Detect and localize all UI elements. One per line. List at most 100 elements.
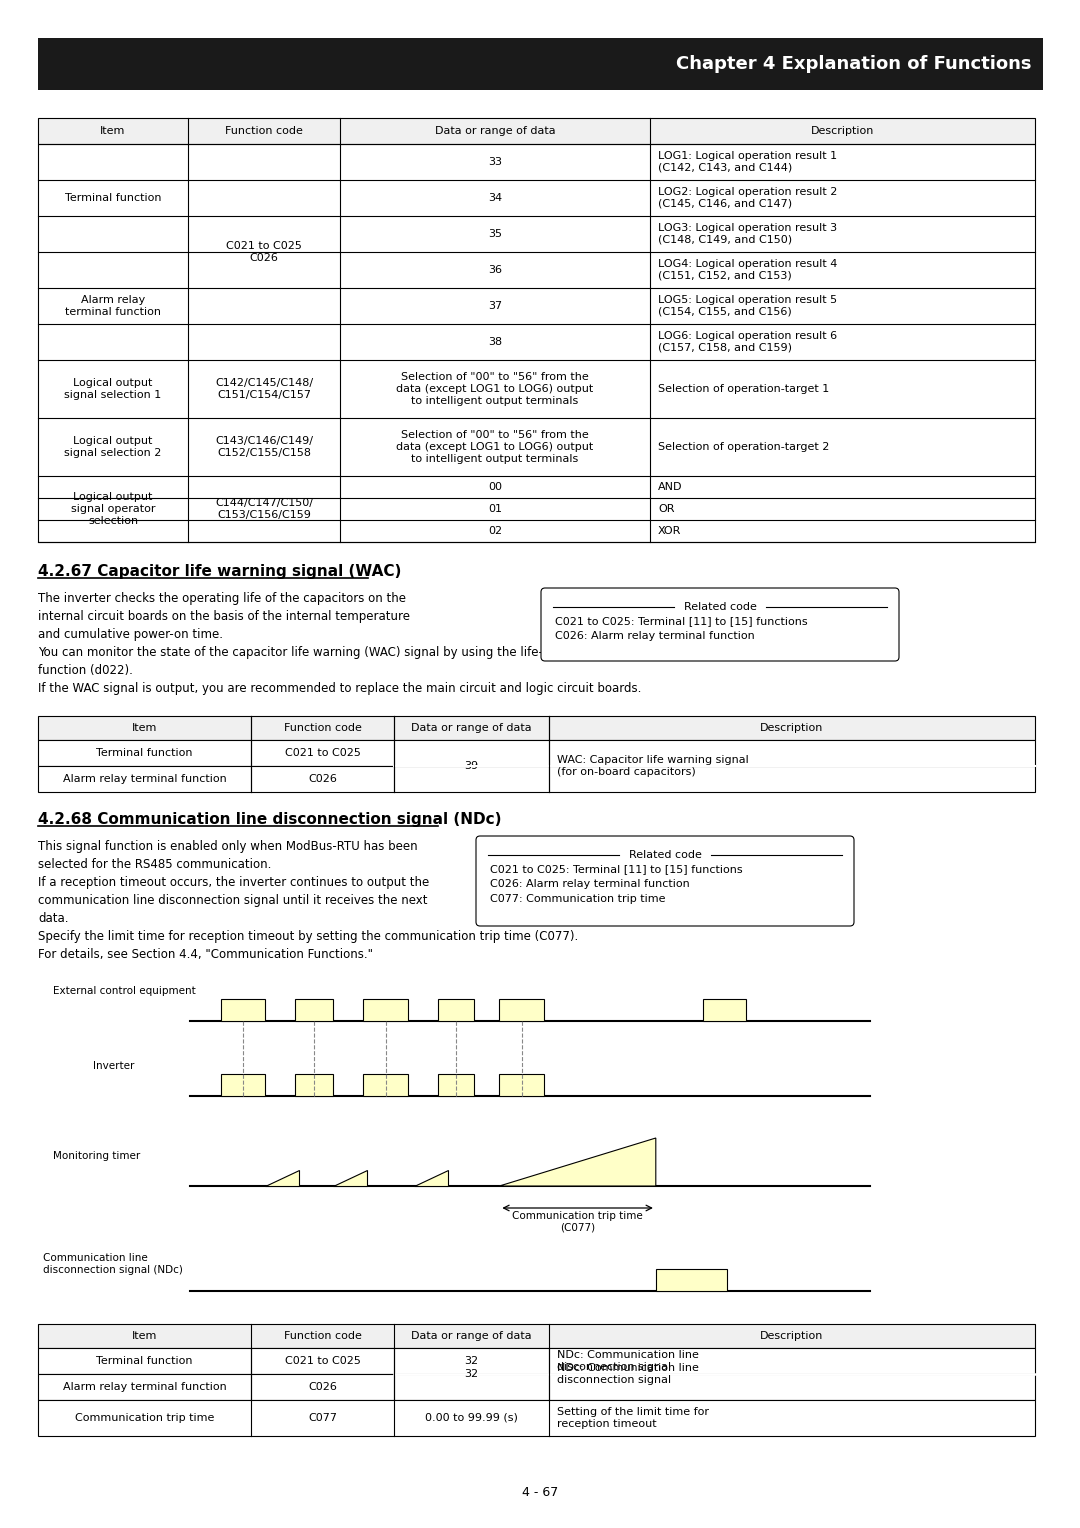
Bar xyxy=(38,717,1035,740)
Text: Selection of operation-target 1: Selection of operation-target 1 xyxy=(658,384,829,394)
Bar xyxy=(38,1400,1035,1436)
Text: selected for the RS485 communication.: selected for the RS485 communication. xyxy=(38,859,271,871)
Text: Selection of operation-target 2: Selection of operation-target 2 xyxy=(658,442,829,452)
Text: WAC: Capacitor life warning signal
(for on-board capacitors): WAC: Capacitor life warning signal (for … xyxy=(557,755,748,776)
Text: LOG1: Logical operation result 1
(C142, C143, and C144): LOG1: Logical operation result 1 (C142, … xyxy=(658,151,837,173)
Text: 01: 01 xyxy=(488,504,502,513)
Text: Terminal function: Terminal function xyxy=(96,1355,192,1366)
Bar xyxy=(38,1374,1035,1400)
Text: Selection of "00" to "56" from the
data (except LOG1 to LOG6) output
to intellig: Selection of "00" to "56" from the data … xyxy=(396,431,594,463)
Text: C026: Alarm relay terminal function: C026: Alarm relay terminal function xyxy=(555,631,755,642)
Text: Item: Item xyxy=(132,1331,158,1342)
Text: C077: Communication trip time: C077: Communication trip time xyxy=(490,894,665,905)
Text: Specify the limit time for reception timeout by setting the communication trip t: Specify the limit time for reception tim… xyxy=(38,931,578,943)
Text: Setting of the limit time for
reception timeout: Setting of the limit time for reception … xyxy=(557,1407,708,1429)
Text: C026: C026 xyxy=(308,1381,337,1392)
Text: NDc: Communication line
disconnection signal: NDc: Communication line disconnection si… xyxy=(557,1363,699,1384)
Text: Description: Description xyxy=(760,1331,824,1342)
Text: The inverter checks the operating life of the capacitors on the: The inverter checks the operating life o… xyxy=(38,591,406,605)
Bar xyxy=(220,999,265,1021)
Text: Item: Item xyxy=(132,723,158,733)
Text: LOG5: Logical operation result 5
(C154, C155, and C156): LOG5: Logical operation result 5 (C154, … xyxy=(658,295,837,316)
Text: LOG3: Logical operation result 3
(C148, C149, and C150): LOG3: Logical operation result 3 (C148, … xyxy=(658,223,837,244)
Text: C021 to C025: Terminal [11] to [15] functions: C021 to C025: Terminal [11] to [15] func… xyxy=(555,616,808,626)
Text: Communication trip time: Communication trip time xyxy=(75,1413,214,1423)
Text: Communication line
disconnection signal (NDc): Communication line disconnection signal … xyxy=(43,1253,183,1274)
Text: Selection of "00" to "56" from the
data (except LOG1 to LOG6) output
to intellig: Selection of "00" to "56" from the data … xyxy=(396,373,594,405)
Text: 33: 33 xyxy=(488,157,502,167)
Text: You can monitor the state of the capacitor life warning (WAC) signal by using th: You can monitor the state of the capacit… xyxy=(38,646,646,659)
Text: Alarm relay terminal function: Alarm relay terminal function xyxy=(63,1381,227,1392)
Text: 02: 02 xyxy=(488,526,502,536)
Text: 00: 00 xyxy=(488,481,502,492)
Bar xyxy=(38,1348,1035,1374)
Text: If the WAC signal is output, you are recommended to replace the main circuit and: If the WAC signal is output, you are rec… xyxy=(38,681,642,695)
Bar xyxy=(703,999,745,1021)
Text: C026: Alarm relay terminal function: C026: Alarm relay terminal function xyxy=(490,879,690,889)
Text: C021 to C025: Terminal [11] to [15] functions: C021 to C025: Terminal [11] to [15] func… xyxy=(490,863,743,874)
Text: LOG4: Logical operation result 4
(C151, C152, and C153): LOG4: Logical operation result 4 (C151, … xyxy=(658,260,837,281)
Bar xyxy=(38,144,1035,542)
Polygon shape xyxy=(333,1170,367,1186)
Text: 4 - 67: 4 - 67 xyxy=(522,1487,558,1499)
Polygon shape xyxy=(265,1170,299,1186)
Bar xyxy=(363,1074,407,1096)
Text: Function code: Function code xyxy=(284,723,362,733)
Text: 4.2.68 Communication line disconnection signal (NDc): 4.2.68 Communication line disconnection … xyxy=(38,811,501,827)
Bar xyxy=(499,999,543,1021)
Text: 34: 34 xyxy=(488,193,502,203)
Text: Terminal function: Terminal function xyxy=(96,749,192,758)
Text: function (d022).: function (d022). xyxy=(38,665,133,677)
Text: 32: 32 xyxy=(464,1369,478,1378)
Text: Description: Description xyxy=(811,125,874,136)
Bar xyxy=(499,1074,543,1096)
Text: Data or range of data: Data or range of data xyxy=(411,1331,531,1342)
Text: communication line disconnection signal until it receives the next: communication line disconnection signal … xyxy=(38,894,428,908)
Text: LOG2: Logical operation result 2
(C145, C146, and C147): LOG2: Logical operation result 2 (C145, … xyxy=(658,188,837,209)
Bar xyxy=(438,1074,473,1096)
Text: Function code: Function code xyxy=(284,1331,362,1342)
Text: internal circuit boards on the basis of the internal temperature: internal circuit boards on the basis of … xyxy=(38,610,410,623)
Text: and cumulative power-on time.: and cumulative power-on time. xyxy=(38,628,222,642)
Text: XOR: XOR xyxy=(658,526,681,536)
Text: C144/C147/C150/
C153/C156/C159: C144/C147/C150/ C153/C156/C159 xyxy=(215,498,313,520)
Text: Terminal function: Terminal function xyxy=(65,193,161,203)
Text: Alarm relay
terminal function: Alarm relay terminal function xyxy=(65,295,161,316)
Text: C143/C146/C149/
C152/C155/C158: C143/C146/C149/ C152/C155/C158 xyxy=(215,435,313,458)
Bar xyxy=(38,740,1035,766)
Text: Monitoring timer: Monitoring timer xyxy=(53,1151,140,1161)
Text: C077: C077 xyxy=(308,1413,337,1423)
Bar xyxy=(438,999,473,1021)
Text: This signal function is enabled only when ModBus-RTU has been: This signal function is enabled only whe… xyxy=(38,840,418,853)
Text: Related code: Related code xyxy=(684,602,756,613)
Text: Chapter 4 Explanation of Functions: Chapter 4 Explanation of Functions xyxy=(675,55,1031,73)
Text: C026: C026 xyxy=(308,775,337,784)
Bar xyxy=(38,38,1043,90)
Text: AND: AND xyxy=(658,481,683,492)
Text: 32: 32 xyxy=(464,1355,478,1366)
Text: C021 to C025: C021 to C025 xyxy=(284,1355,361,1366)
Text: 39: 39 xyxy=(464,761,478,772)
Text: 4.2.67 Capacitor life warning signal (WAC): 4.2.67 Capacitor life warning signal (WA… xyxy=(38,564,402,579)
Bar xyxy=(38,766,1035,792)
Text: C021 to C025
C026: C021 to C025 C026 xyxy=(226,241,302,263)
Text: Related code: Related code xyxy=(629,850,701,860)
Polygon shape xyxy=(415,1170,448,1186)
Text: Data or range of data: Data or range of data xyxy=(434,125,555,136)
Text: 38: 38 xyxy=(488,338,502,347)
Bar xyxy=(38,118,1035,144)
Text: Communication trip time
(C077): Communication trip time (C077) xyxy=(512,1212,643,1233)
Text: For details, see Section 4.4, "Communication Functions.": For details, see Section 4.4, "Communica… xyxy=(38,947,373,961)
Bar xyxy=(296,999,333,1021)
Text: LOG6: Logical operation result 6
(C157, C158, and C159): LOG6: Logical operation result 6 (C157, … xyxy=(658,332,837,353)
FancyBboxPatch shape xyxy=(476,836,854,926)
Text: External control equipment: External control equipment xyxy=(53,986,195,996)
Text: If a reception timeout occurs, the inverter continues to output the: If a reception timeout occurs, the inver… xyxy=(38,876,429,889)
Text: Data or range of data: Data or range of data xyxy=(411,723,531,733)
Bar xyxy=(656,1268,727,1291)
Bar xyxy=(220,1074,265,1096)
Text: Logical output
signal selection 1: Logical output signal selection 1 xyxy=(65,379,162,400)
Text: Function code: Function code xyxy=(225,125,302,136)
Text: Alarm relay terminal function: Alarm relay terminal function xyxy=(63,775,227,784)
Text: 37: 37 xyxy=(488,301,502,312)
